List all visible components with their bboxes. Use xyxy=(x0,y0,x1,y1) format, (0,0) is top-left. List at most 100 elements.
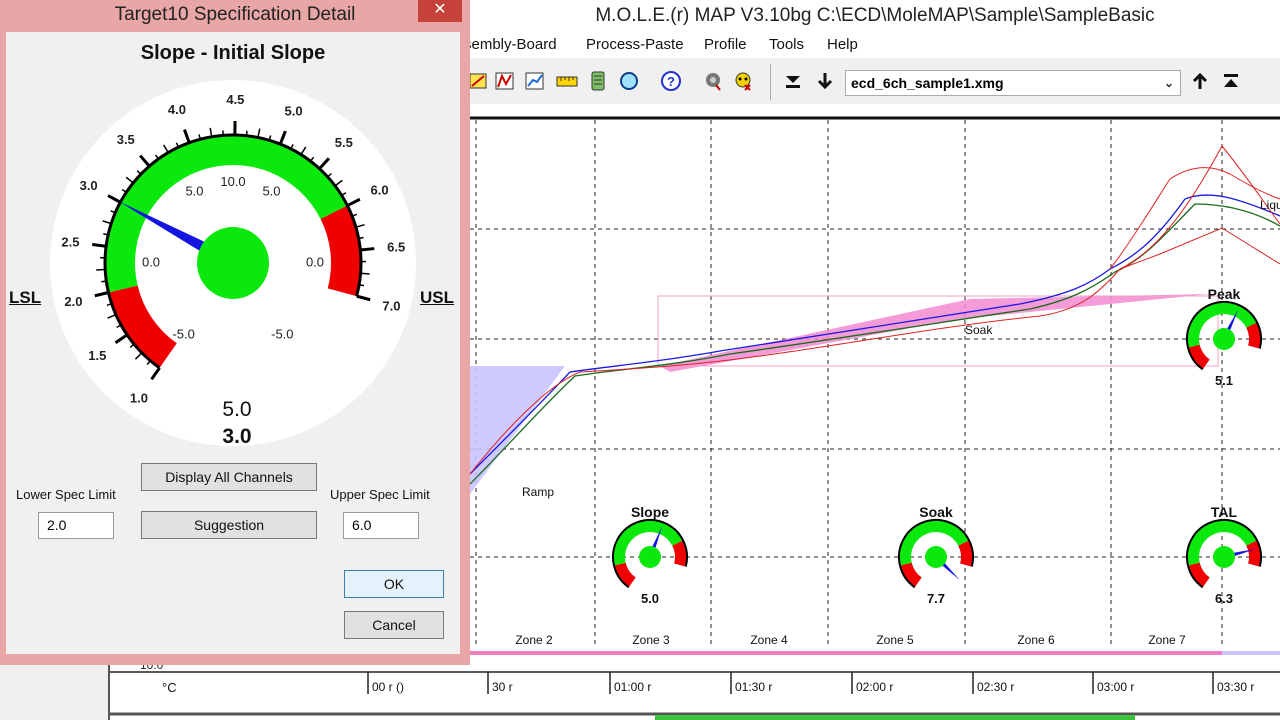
gauge-outer-label: 1.0 xyxy=(130,390,148,405)
battery-icon[interactable] xyxy=(587,70,609,92)
slope-gauge: 1.01.52.02.53.03.54.04.55.05.56.06.57.0 … xyxy=(50,80,416,448)
gauge-outer-label: 2.0 xyxy=(64,294,82,309)
gauge-outer-label: 5.0 xyxy=(285,104,303,119)
region-label: Soak xyxy=(965,323,993,337)
gauge-tick xyxy=(107,313,117,319)
gauge-tick xyxy=(154,154,160,160)
cancel-button[interactable]: Cancel xyxy=(344,611,444,639)
menu-process-paste[interactable]: Process-Paste xyxy=(586,36,684,53)
close-icon[interactable]: ✕ xyxy=(418,0,462,22)
zone-label: Zone 7 xyxy=(1148,633,1186,647)
bug-icon[interactable] xyxy=(732,70,754,92)
gauge-tick xyxy=(114,333,128,344)
profile-chart: Zone 2 Zone 3 Zone 4 Zone 5 Zone 6 Zone 7 Ram… xyxy=(469,104,1280,660)
chart-trend-icon[interactable] xyxy=(524,70,546,92)
gauge-outer-label: 2.5 xyxy=(61,235,79,250)
time-tick-label: 01:30 r xyxy=(735,680,772,694)
time-tick-label: 30 r xyxy=(492,680,513,694)
move-up-icon[interactable] xyxy=(1189,70,1211,92)
mini-gauge-peak: Peak 5.1 xyxy=(1186,286,1262,388)
suggestion-button[interactable]: Suggestion xyxy=(141,511,317,539)
upper-spec-label: Upper Spec Limit xyxy=(330,487,430,502)
gauge-green-band xyxy=(105,135,348,293)
display-all-channels-button[interactable]: Display All Channels xyxy=(141,463,317,491)
gauge-tick xyxy=(134,352,143,360)
time-axis-area: 10.0 °C 00 r () 30 r 01:00 r 01:30 r 02:00 r… xyxy=(108,658,1280,720)
move-down-icon[interactable] xyxy=(814,70,836,92)
zone-label: Zone 6 xyxy=(1017,633,1055,647)
gauge-tick xyxy=(107,194,122,204)
mini-gauge-slope: Slope 5.0 xyxy=(612,504,688,606)
unit-label: °C xyxy=(162,680,177,695)
gauge-actual-value: 3.0 xyxy=(222,425,251,448)
gauge-outer-label: 5.5 xyxy=(335,135,353,150)
gauge-tick xyxy=(290,144,294,150)
file-select-value: ecd_6ch_sample1.xmg xyxy=(851,75,1004,91)
gauge-tick xyxy=(268,135,272,141)
time-tick-label: 02:00 r xyxy=(856,680,893,694)
gauge-tick xyxy=(162,144,169,153)
gauge-tick xyxy=(110,210,116,214)
mini-gauge-tal: TAL 6.3 xyxy=(1186,504,1262,606)
help-icon[interactable]: ? xyxy=(660,70,682,92)
zone-label: Zone 2 xyxy=(515,633,553,647)
region-label: Liqu xyxy=(1260,198,1280,212)
gauge-outer-label: 3.0 xyxy=(80,178,98,193)
move-bottom-icon[interactable] xyxy=(782,70,804,92)
gauge-tick xyxy=(358,236,364,240)
gauge-outer-label: 6.5 xyxy=(387,239,405,254)
gauge-tick xyxy=(346,197,361,207)
globe-icon[interactable] xyxy=(618,70,640,92)
chart-line-icon[interactable] xyxy=(494,70,516,92)
upper-spec-input[interactable]: 6.0 xyxy=(343,512,419,539)
gauge-inner-label: 5.0 xyxy=(185,184,203,199)
gauge-tick xyxy=(136,170,142,175)
mini-gauge-value: 5.1 xyxy=(1215,373,1233,388)
gauge-tick xyxy=(245,130,248,136)
lower-spec-label: Lower Spec Limit xyxy=(16,487,116,502)
chevron-down-icon[interactable]: ⌄ xyxy=(1163,76,1174,90)
svg-text:?: ? xyxy=(667,74,675,89)
chart-edit-icon[interactable] xyxy=(468,70,490,92)
gauge-inner-label: -5.0 xyxy=(271,326,293,341)
gauge-tick xyxy=(183,129,191,144)
gauge-tick xyxy=(146,360,151,366)
gauge-outline xyxy=(103,133,363,370)
file-select[interactable]: ecd_6ch_sample1.xmg ⌄ xyxy=(845,70,1181,96)
mini-gauge-title: TAL xyxy=(1211,504,1238,520)
gauge-outer-label: 4.5 xyxy=(226,92,244,107)
gauge-tick xyxy=(318,157,331,170)
move-top-icon[interactable] xyxy=(1220,70,1242,92)
main-window-title: M.O.L.E.(r) MAP V3.10bg C:\ECD\MoleMAP\S… xyxy=(470,0,1280,32)
zone-label: Zone 4 xyxy=(750,633,788,647)
gauge-tick xyxy=(209,127,213,137)
gauge-target-value: 5.0 xyxy=(222,398,251,421)
gauge-tick xyxy=(139,154,151,168)
gauge-tick xyxy=(102,220,112,225)
zone-label: Zone 5 xyxy=(876,633,914,647)
gauge-outer-label: 7.0 xyxy=(382,298,400,313)
gauge-red-band-left xyxy=(108,285,177,368)
gauge-tick xyxy=(94,291,109,298)
ruler-icon[interactable] xyxy=(556,70,578,92)
mini-gauge-title: Slope xyxy=(631,504,669,520)
menu-tools[interactable]: Tools xyxy=(769,36,805,53)
gauge-tick xyxy=(334,179,343,187)
profile-chart-plot: Zone 2 Zone 3 Zone 4 Zone 5 Zone 6 Zone 7 Ram… xyxy=(469,116,1280,655)
time-tick-label: 02:30 r xyxy=(977,680,1014,694)
menu-assembly-board[interactable]: sembly-Board xyxy=(464,36,557,53)
mini-gauge-value: 7.7 xyxy=(927,591,945,606)
gauge-tick xyxy=(351,213,358,217)
gear-icon[interactable] xyxy=(702,70,724,92)
gauge-tick xyxy=(106,302,112,307)
time-tick-label: 01:00 r xyxy=(614,680,651,694)
gauge-inner-label: -5.0 xyxy=(172,326,194,341)
lower-spec-input[interactable]: 2.0 xyxy=(38,512,114,539)
gauge-tick xyxy=(309,156,315,162)
region-label: Ramp xyxy=(522,485,554,499)
menu-help[interactable]: Help xyxy=(827,36,858,53)
gauge-tick xyxy=(341,192,347,197)
ok-button[interactable]: OK xyxy=(344,570,444,598)
menu-profile[interactable]: Profile xyxy=(704,36,747,53)
dialog-body: Slope - Initial Slope 1.0 1.5 2.0 2.5 3.0 3.5… xyxy=(6,32,460,654)
